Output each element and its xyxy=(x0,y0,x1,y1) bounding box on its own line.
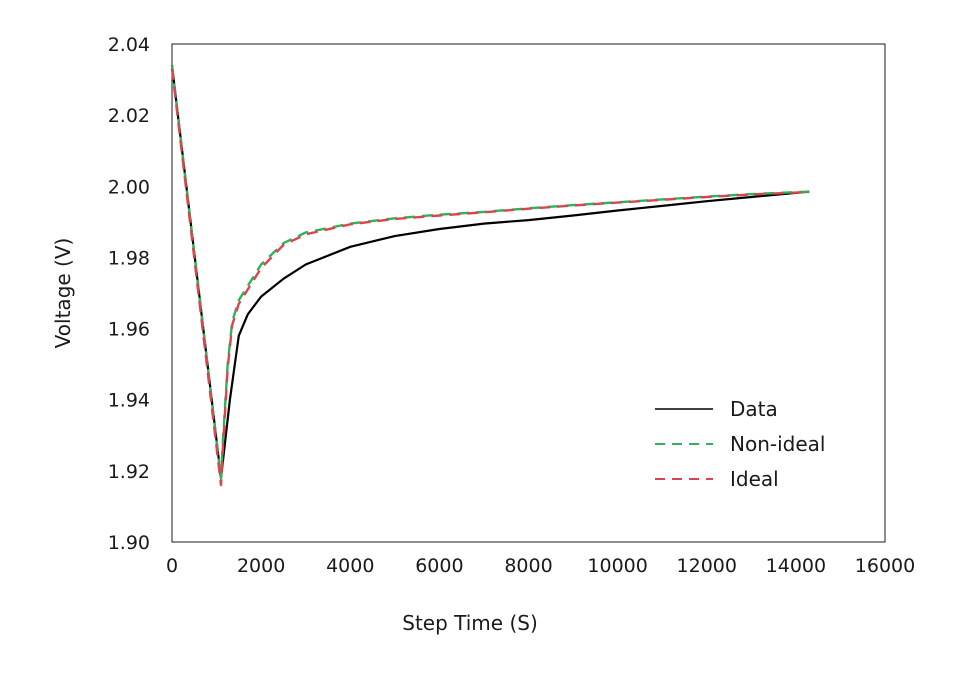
y-tick-label: 2.02 xyxy=(108,105,150,127)
x-tick-label: 12000 xyxy=(677,555,737,577)
x-tick-label: 4000 xyxy=(326,555,374,577)
y-tick-label: 1.96 xyxy=(108,319,150,341)
y-axis-title: Voltage (V) xyxy=(51,238,75,349)
legend-label-non-ideal: Non-ideal xyxy=(730,432,825,456)
y-tick-label: 1.98 xyxy=(108,247,150,269)
legend-label-ideal: Ideal xyxy=(730,467,779,491)
x-axis-title: Step Time (S) xyxy=(402,611,538,635)
y-tick-label: 1.90 xyxy=(108,532,150,554)
y-tick-label: 2.04 xyxy=(108,34,150,56)
plot-frame xyxy=(171,43,886,543)
x-tick-label: 2000 xyxy=(237,555,285,577)
x-tick-label: 6000 xyxy=(415,555,463,577)
legend: Data Non-ideal Ideal xyxy=(655,397,825,491)
tick-layer: 0 2000 4000 6000 8000 10000 12000 14000 16000 1.9… xyxy=(108,34,916,577)
series-line-data xyxy=(170,65,810,480)
series-layer xyxy=(170,65,810,487)
x-tick-label: 0 xyxy=(166,555,178,577)
x-tick-label: 14000 xyxy=(766,555,826,577)
x-tick-label: 8000 xyxy=(504,555,552,577)
series-line-non-ideal xyxy=(170,65,810,480)
y-tick-label: 1.94 xyxy=(108,390,150,412)
legend-label-data: Data xyxy=(730,397,778,421)
y-tick-label: 1.92 xyxy=(108,461,150,483)
y-tick-label: 2.00 xyxy=(108,176,150,198)
x-tick-label: 10000 xyxy=(587,555,647,577)
x-tick-label: 16000 xyxy=(855,555,915,577)
series-line-ideal xyxy=(170,68,810,487)
